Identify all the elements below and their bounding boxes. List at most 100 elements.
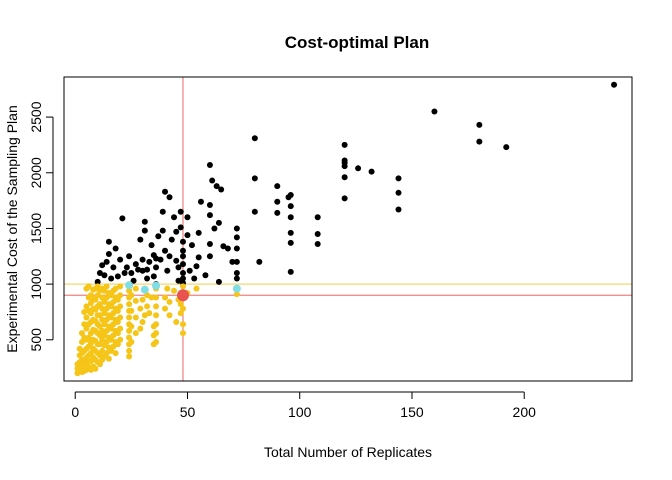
data-point [179, 321, 186, 328]
data-point [99, 305, 106, 312]
data-point [146, 258, 153, 265]
data-point [251, 208, 258, 215]
data-point [139, 318, 146, 325]
data-point [99, 316, 106, 323]
data-point [341, 174, 348, 181]
data-point [202, 272, 209, 279]
data-point [153, 321, 160, 328]
data-point [148, 242, 155, 249]
data-point [431, 108, 438, 115]
data-point [78, 339, 85, 346]
data-point [146, 310, 153, 317]
data-point [162, 188, 169, 195]
data-point [141, 227, 148, 234]
x-tick-label: 0 [71, 404, 79, 420]
data-point [206, 253, 213, 260]
data-point [83, 325, 90, 332]
data-point [83, 314, 90, 321]
data-point [126, 347, 133, 354]
data-point [96, 352, 103, 359]
data-point [159, 227, 166, 234]
data-point [114, 330, 121, 337]
data-point [195, 254, 202, 261]
data-point [184, 232, 191, 239]
y-axis: 500 1000 1500 2000 2500 [28, 101, 54, 351]
data-point [251, 135, 258, 142]
data-point [144, 266, 151, 273]
data-point [103, 327, 110, 334]
data-point [176, 289, 189, 302]
data-point [137, 236, 144, 243]
data-point [153, 264, 160, 271]
data-point [195, 229, 202, 236]
data-point [224, 245, 231, 252]
data-point [166, 253, 173, 260]
data-point [206, 212, 213, 219]
data-point [153, 303, 160, 310]
data-point [368, 168, 375, 175]
data-point [130, 277, 137, 284]
data-point [188, 242, 195, 249]
data-point [153, 339, 160, 346]
data-point [355, 165, 362, 172]
data-point [96, 323, 103, 330]
data-point [314, 214, 321, 221]
data-point [173, 257, 180, 264]
data-point [215, 219, 222, 226]
data-point [251, 175, 258, 182]
data-point [179, 238, 186, 245]
x-tick-label: 200 [513, 404, 537, 420]
data-point [117, 314, 124, 321]
data-point [110, 264, 117, 271]
data-point [123, 264, 130, 271]
x-axis: 0 50 100 150 200 [71, 391, 537, 420]
data-point [85, 334, 92, 341]
data-point [175, 277, 182, 284]
data-point [233, 275, 240, 282]
data-point [112, 245, 119, 252]
data-point [135, 266, 142, 273]
data-point [179, 247, 186, 254]
plot-frame [63, 76, 633, 382]
data-point [168, 236, 175, 243]
data-point [110, 343, 117, 350]
data-point [395, 206, 402, 213]
data-point [96, 269, 103, 276]
data-point [314, 231, 321, 238]
data-point [144, 275, 151, 282]
data-point [101, 310, 108, 317]
data-point [193, 285, 200, 292]
y-axis-label: Experimental Cost of the Sampling Plan [4, 105, 20, 352]
data-point [206, 161, 213, 168]
data-point [87, 310, 94, 317]
data-point [166, 312, 173, 319]
data-point [112, 285, 119, 292]
data-point [148, 294, 155, 301]
data-point [274, 209, 281, 216]
data-point [117, 292, 124, 299]
data-point [184, 214, 191, 221]
data-point [153, 312, 160, 319]
data-point [233, 225, 240, 232]
data-point [341, 195, 348, 202]
data-point [150, 273, 157, 280]
data-point [101, 272, 108, 279]
data-point [126, 301, 133, 308]
data-point [101, 332, 108, 339]
data-point [121, 269, 128, 276]
data-point [103, 316, 110, 323]
data-point [256, 258, 263, 265]
data-point [209, 177, 216, 184]
data-point [503, 144, 510, 151]
data-point [233, 245, 240, 252]
data-point [233, 234, 240, 241]
data-point [179, 261, 186, 268]
data-point [193, 263, 200, 270]
data-point [117, 256, 124, 263]
y-tick-label: 2500 [28, 101, 44, 132]
data-point [108, 336, 115, 343]
data-point [99, 347, 106, 354]
data-point [114, 318, 121, 325]
data-point [128, 307, 135, 314]
data-point [132, 330, 139, 337]
